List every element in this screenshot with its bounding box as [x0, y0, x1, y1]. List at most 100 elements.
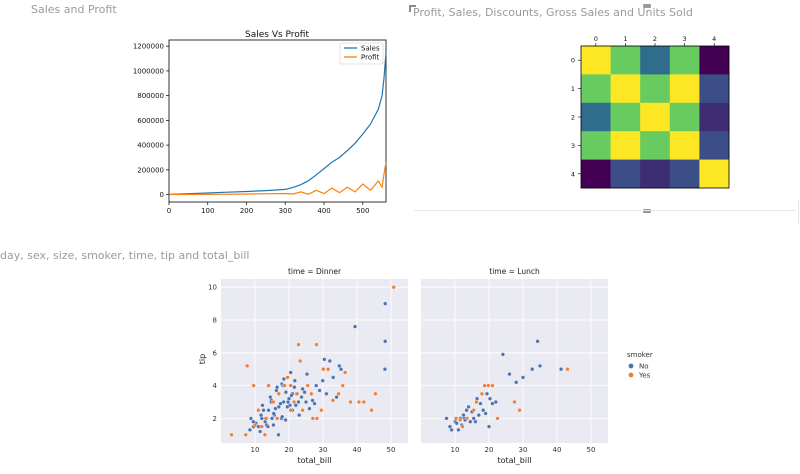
scatter-point-no — [327, 358, 332, 364]
x-tick-label: 0 — [167, 207, 171, 215]
scatter-point-no — [273, 406, 278, 411]
scatter-point-yes — [229, 432, 234, 437]
scatter-point-yes — [356, 399, 362, 405]
scatter-point-no — [514, 380, 519, 385]
scatter-point-yes — [565, 367, 570, 372]
scatter-point-no — [466, 404, 471, 409]
scatter-point-no — [275, 385, 280, 390]
scatter-point-yes — [471, 408, 476, 413]
heatmap-cell — [610, 131, 641, 160]
scatter-point-no — [449, 427, 454, 432]
scatter-point-no — [261, 408, 266, 413]
scatter-point-yes — [296, 342, 301, 347]
scatter-point-no — [338, 367, 344, 372]
scatter-point-no — [297, 413, 302, 418]
heatmap-cell — [699, 131, 730, 160]
resize-corner-icon[interactable] — [409, 5, 416, 12]
scatter-point-no — [487, 396, 493, 401]
y-tick-label: 0 — [160, 191, 164, 199]
drag-handle-bottom[interactable] — [643, 209, 651, 213]
x-tick-label: 500 — [356, 207, 369, 215]
heatmap-cell — [640, 159, 671, 189]
scatter-point-no — [300, 386, 305, 391]
scatter-point-no — [535, 339, 540, 344]
scatter-point-yes — [490, 383, 495, 388]
scatter-point-yes — [479, 391, 484, 396]
heatmap-cell — [581, 74, 611, 104]
scatter-point-yes — [314, 416, 319, 421]
heatmap-cell — [669, 74, 700, 104]
scatter-point-yes — [348, 399, 353, 405]
scatter-point-yes — [288, 408, 293, 413]
heatmap-cell — [640, 131, 671, 160]
heatmap-cell — [581, 131, 611, 160]
heatmap-x-label: 1 — [623, 35, 627, 43]
scatter-point-yes — [256, 408, 261, 413]
x-tick-label: 30 — [319, 446, 328, 454]
legend-label: Profit — [361, 54, 380, 62]
scatter-point-no — [307, 406, 312, 411]
panel-title-correlation: Profit, Sales, Discounts, Gross Sales an… — [413, 6, 693, 19]
scatter-point-no — [268, 395, 273, 400]
heatmap-cell — [699, 46, 730, 75]
scatter-point-no — [464, 408, 469, 413]
scatter-point-no — [289, 393, 294, 398]
panel-divider — [414, 210, 796, 211]
scatter-point-yes — [288, 383, 293, 388]
facet-title: time = Dinner — [288, 267, 342, 276]
scatter-point-yes — [495, 416, 500, 421]
scatter-point-no — [559, 367, 564, 372]
scatter-point-no — [276, 404, 281, 409]
panel-title-tips: day, sex, size, smoker, time, tip and to… — [0, 249, 250, 262]
scatter-point-yes — [517, 408, 522, 413]
x-tick-label: 10 — [451, 446, 460, 454]
scatter-point-yes — [298, 358, 303, 364]
scatter-point-yes — [361, 399, 366, 405]
x-tick-label: 50 — [587, 446, 596, 454]
heatmap-cell — [610, 102, 641, 132]
scatter-point-yes — [460, 424, 465, 429]
x-tick-label: 400 — [317, 207, 330, 215]
x-tick-label: 40 — [553, 446, 562, 454]
scatter-point-no — [383, 339, 388, 344]
scatter-point-no — [320, 378, 325, 383]
legend-marker — [628, 372, 634, 378]
drag-handle-top[interactable] — [643, 4, 651, 8]
scatter-point-no — [468, 419, 473, 424]
scatter-point-no — [302, 390, 307, 395]
scatter-point-no — [292, 378, 297, 383]
heatmap-y-label: 1 — [571, 85, 575, 93]
heatmap-cell — [669, 46, 700, 75]
y-tick-label: 600000 — [137, 117, 164, 125]
scatter-point-yes — [512, 399, 517, 405]
panel-edge — [798, 200, 799, 224]
scatter-point-yes — [453, 416, 459, 421]
x-tick-label: 50 — [387, 446, 396, 454]
scatter-point-no — [352, 324, 358, 329]
heatmap-cell — [581, 159, 611, 189]
heatmap-x-label: 3 — [683, 35, 687, 43]
heatmap-cell — [640, 46, 671, 75]
scatter-point-no — [473, 419, 478, 424]
scatter-point-no — [486, 424, 492, 429]
scatter-point-no — [530, 367, 535, 372]
scatter-point-yes — [369, 408, 374, 413]
heatmap-y-label: 4 — [571, 170, 575, 178]
y-tick-label: 1000000 — [133, 67, 164, 75]
scatter-ylabel: tip — [198, 354, 207, 364]
heatmap-cell — [581, 46, 611, 75]
facet-background — [421, 279, 608, 443]
scatter-point-no — [331, 375, 336, 380]
facet-lunch: 10 20 30 40 50 time = Lunch total_bill — [421, 267, 608, 465]
y-tick-label: 800000 — [137, 92, 164, 100]
scatter-point-no — [478, 401, 483, 406]
x-tick-label: 20 — [285, 446, 294, 454]
heatmap-y-label: 0 — [571, 57, 575, 65]
scatter-point-no — [281, 376, 286, 382]
scatter-point-no — [283, 417, 288, 423]
heatmap-x-label: 4 — [712, 35, 716, 43]
panel-title-sales-profit: Sales and Profit — [31, 3, 117, 16]
x-tick-label: 10 — [251, 446, 260, 454]
